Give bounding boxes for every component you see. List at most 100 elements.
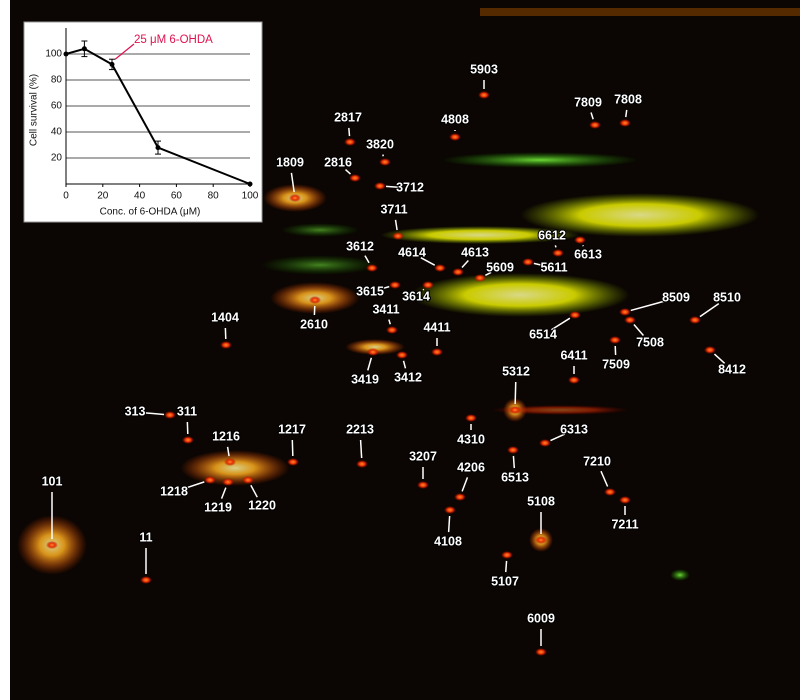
protein-spot [309, 296, 321, 304]
protein-spot [509, 406, 521, 414]
spot-label: 6613 [574, 247, 602, 261]
spot-label: 5609 [486, 260, 514, 274]
spot-label: 1220 [248, 498, 276, 512]
spot-label: 2817 [334, 110, 362, 124]
protein-spot [431, 348, 443, 356]
protein-spot [46, 541, 58, 549]
spot-label: 6411 [560, 348, 587, 362]
protein-spot [140, 576, 152, 584]
protein-spot [204, 476, 216, 484]
y-axis-label: Cell survival (%) [29, 74, 40, 146]
x-tick-label: 60 [171, 191, 183, 202]
x-tick-label: 40 [134, 191, 146, 202]
spot-label: 6313 [560, 422, 588, 436]
protein-spot [574, 236, 586, 244]
protein-spot [417, 481, 429, 489]
spot-label: 7508 [636, 335, 664, 349]
spot-label: 2816 [324, 155, 352, 169]
x-tick-label: 0 [63, 191, 69, 202]
spot-label: 1404 [211, 310, 239, 324]
spot-label: 1809 [276, 155, 304, 169]
protein-spot [366, 264, 378, 272]
protein-spot [386, 326, 398, 334]
protein-spot [396, 351, 408, 359]
protein-spot [619, 119, 631, 127]
protein-spot [422, 281, 434, 289]
arrow [361, 440, 362, 458]
annotation: 25 μM 6-OHDA [134, 34, 213, 46]
y-tick-label: 60 [51, 101, 63, 112]
arrow [449, 516, 450, 532]
arrow [513, 456, 514, 468]
spot-label: 3614 [402, 289, 430, 303]
spot-label: 6612 [538, 228, 566, 242]
arrow [626, 110, 627, 117]
protein-spot [501, 551, 513, 559]
spot-label: 6009 [527, 611, 555, 625]
spot-label: 4613 [461, 245, 489, 259]
spot-label: 7211 [611, 517, 638, 531]
spot-label: 4614 [398, 245, 426, 259]
spot-label: 5611 [540, 260, 567, 274]
spot-label: 2610 [300, 317, 328, 331]
spot-label: 313 [125, 404, 146, 418]
x-tick-label: 20 [97, 191, 109, 202]
protein-spot [349, 174, 361, 182]
spot-label: 4206 [457, 460, 485, 474]
spot-label: 1219 [204, 500, 232, 514]
protein-spot [220, 341, 232, 349]
protein-spot [535, 536, 547, 544]
protein-spot [478, 91, 490, 99]
spot-label: 3712 [396, 180, 424, 194]
spot-label: 3820 [366, 137, 394, 151]
inset-chart: Conc. of 6-OHDA (μM) Cell survival (%) 2… [24, 22, 262, 222]
spot-label: 7809 [574, 95, 602, 109]
spot-label: 8412 [718, 362, 746, 376]
y-tick-label: 40 [51, 127, 63, 138]
spot-label: 11 [139, 530, 152, 544]
spot-label: 4108 [434, 534, 462, 548]
spot-label: 3612 [346, 239, 374, 253]
x-tick-label: 100 [242, 191, 259, 202]
spot-label: 1217 [278, 422, 306, 436]
spot-label: 5312 [502, 364, 530, 378]
spot-label: 7509 [602, 357, 630, 371]
spot-label: 4808 [441, 112, 469, 126]
protein-spot [552, 249, 564, 257]
data-point [248, 182, 253, 187]
x-tick-label: 80 [208, 191, 220, 202]
protein-spot [224, 458, 236, 466]
protein-spot [568, 376, 580, 384]
protein-spot [539, 439, 551, 447]
protein-spot [589, 121, 601, 129]
protein-spot [624, 316, 636, 324]
protein-spot [222, 478, 234, 486]
spot-label: 4411 [423, 320, 450, 334]
protein-spot [449, 133, 461, 141]
protein-spot [454, 493, 466, 501]
x-axis-label: Conc. of 6-OHDA (μM) [100, 207, 201, 218]
protein-spot [389, 281, 401, 289]
spot-label: 3411 [372, 302, 399, 316]
spot-label: 7210 [583, 454, 611, 468]
y-tick-label: 80 [51, 75, 63, 86]
protein-spot [356, 460, 368, 468]
protein-spot [289, 194, 301, 202]
spot-label: 6514 [529, 327, 557, 341]
spot-label: 8509 [662, 290, 690, 304]
spot-label: 3412 [394, 370, 422, 384]
spot-label: 101 [42, 474, 63, 488]
protein-spot [434, 264, 446, 272]
protein-spot [619, 308, 631, 316]
protein-spot [507, 446, 519, 454]
spot-label: 3711 [380, 202, 407, 216]
spot-label: 8510 [713, 290, 741, 304]
protein-spot [535, 648, 547, 656]
protein-spot [444, 506, 456, 514]
arrow [506, 561, 507, 572]
y-tick-label: 20 [51, 153, 63, 164]
spot-label: 2213 [346, 422, 374, 436]
spot-label: 3419 [351, 372, 379, 386]
spot-label: 7808 [614, 92, 642, 106]
spot-label: 5903 [470, 62, 498, 76]
